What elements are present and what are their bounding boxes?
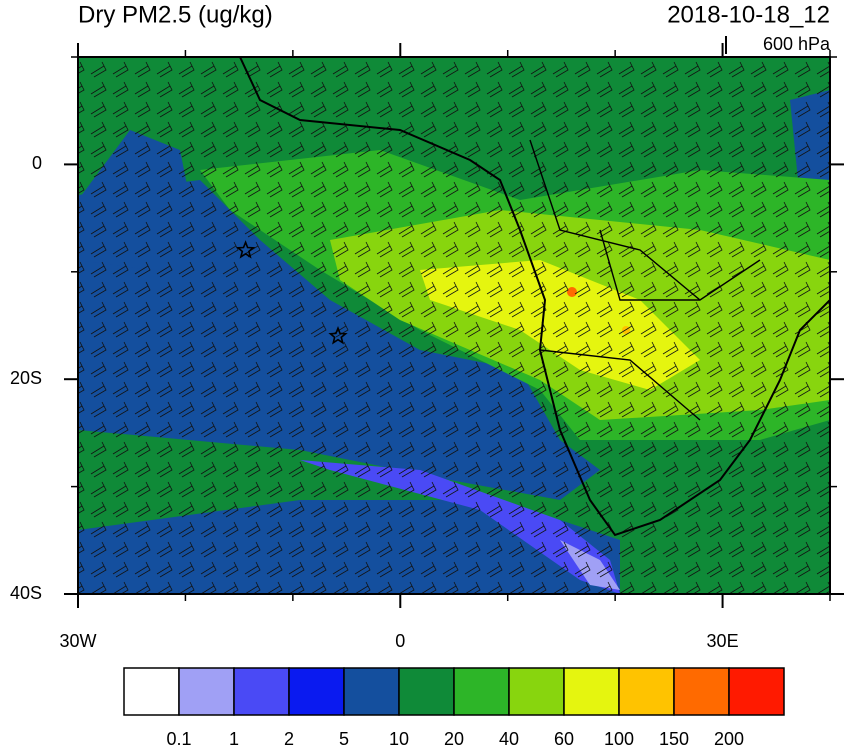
x-tick-label: 30E: [707, 631, 739, 651]
colorbar-label: 2: [284, 729, 294, 749]
colorbar-label: 0.1: [166, 729, 191, 749]
date: 2018-10-18_12: [667, 1, 830, 28]
colorbar-label: 40: [499, 729, 519, 749]
x-tick-label: 30W: [59, 631, 96, 651]
y-tick-label: 20S: [10, 368, 42, 388]
map-field: [78, 57, 830, 594]
colorbar-box: [508, 667, 565, 716]
map-frame: [77, 56, 831, 595]
y-tick-label: 40S: [10, 583, 42, 603]
site-marker: [328, 326, 348, 345]
colorbar-label: 150: [659, 729, 689, 749]
colorbar-box: [233, 667, 290, 716]
colorbar-box: [453, 667, 510, 716]
colorbar-box: [398, 667, 455, 716]
colorbar-box: [288, 667, 345, 716]
colorbar-box: [673, 667, 730, 716]
y-tick-label: 0: [32, 153, 42, 173]
colorbar-box: [563, 667, 620, 716]
colorbar-label: 5: [339, 729, 349, 749]
x-tick-label: 0: [395, 631, 405, 651]
level: 600 hPa: [763, 34, 831, 54]
colorbar-box: [618, 667, 675, 716]
colorbar-box: [123, 667, 180, 716]
colorbar-label: 60: [554, 729, 574, 749]
colorbar-box: [343, 667, 400, 716]
colorbar-box: [728, 667, 785, 716]
colorbar-label: 1: [229, 729, 239, 749]
title: Dry PM2.5 (ug/kg): [78, 1, 273, 28]
colorbar-label: 20: [444, 729, 464, 749]
colorbar-label: 10: [389, 729, 409, 749]
colorbar-box: [178, 667, 235, 716]
colorbar-label: 200: [714, 729, 744, 749]
site-marker: [235, 240, 256, 259]
colorbar-label: 100: [604, 729, 634, 749]
